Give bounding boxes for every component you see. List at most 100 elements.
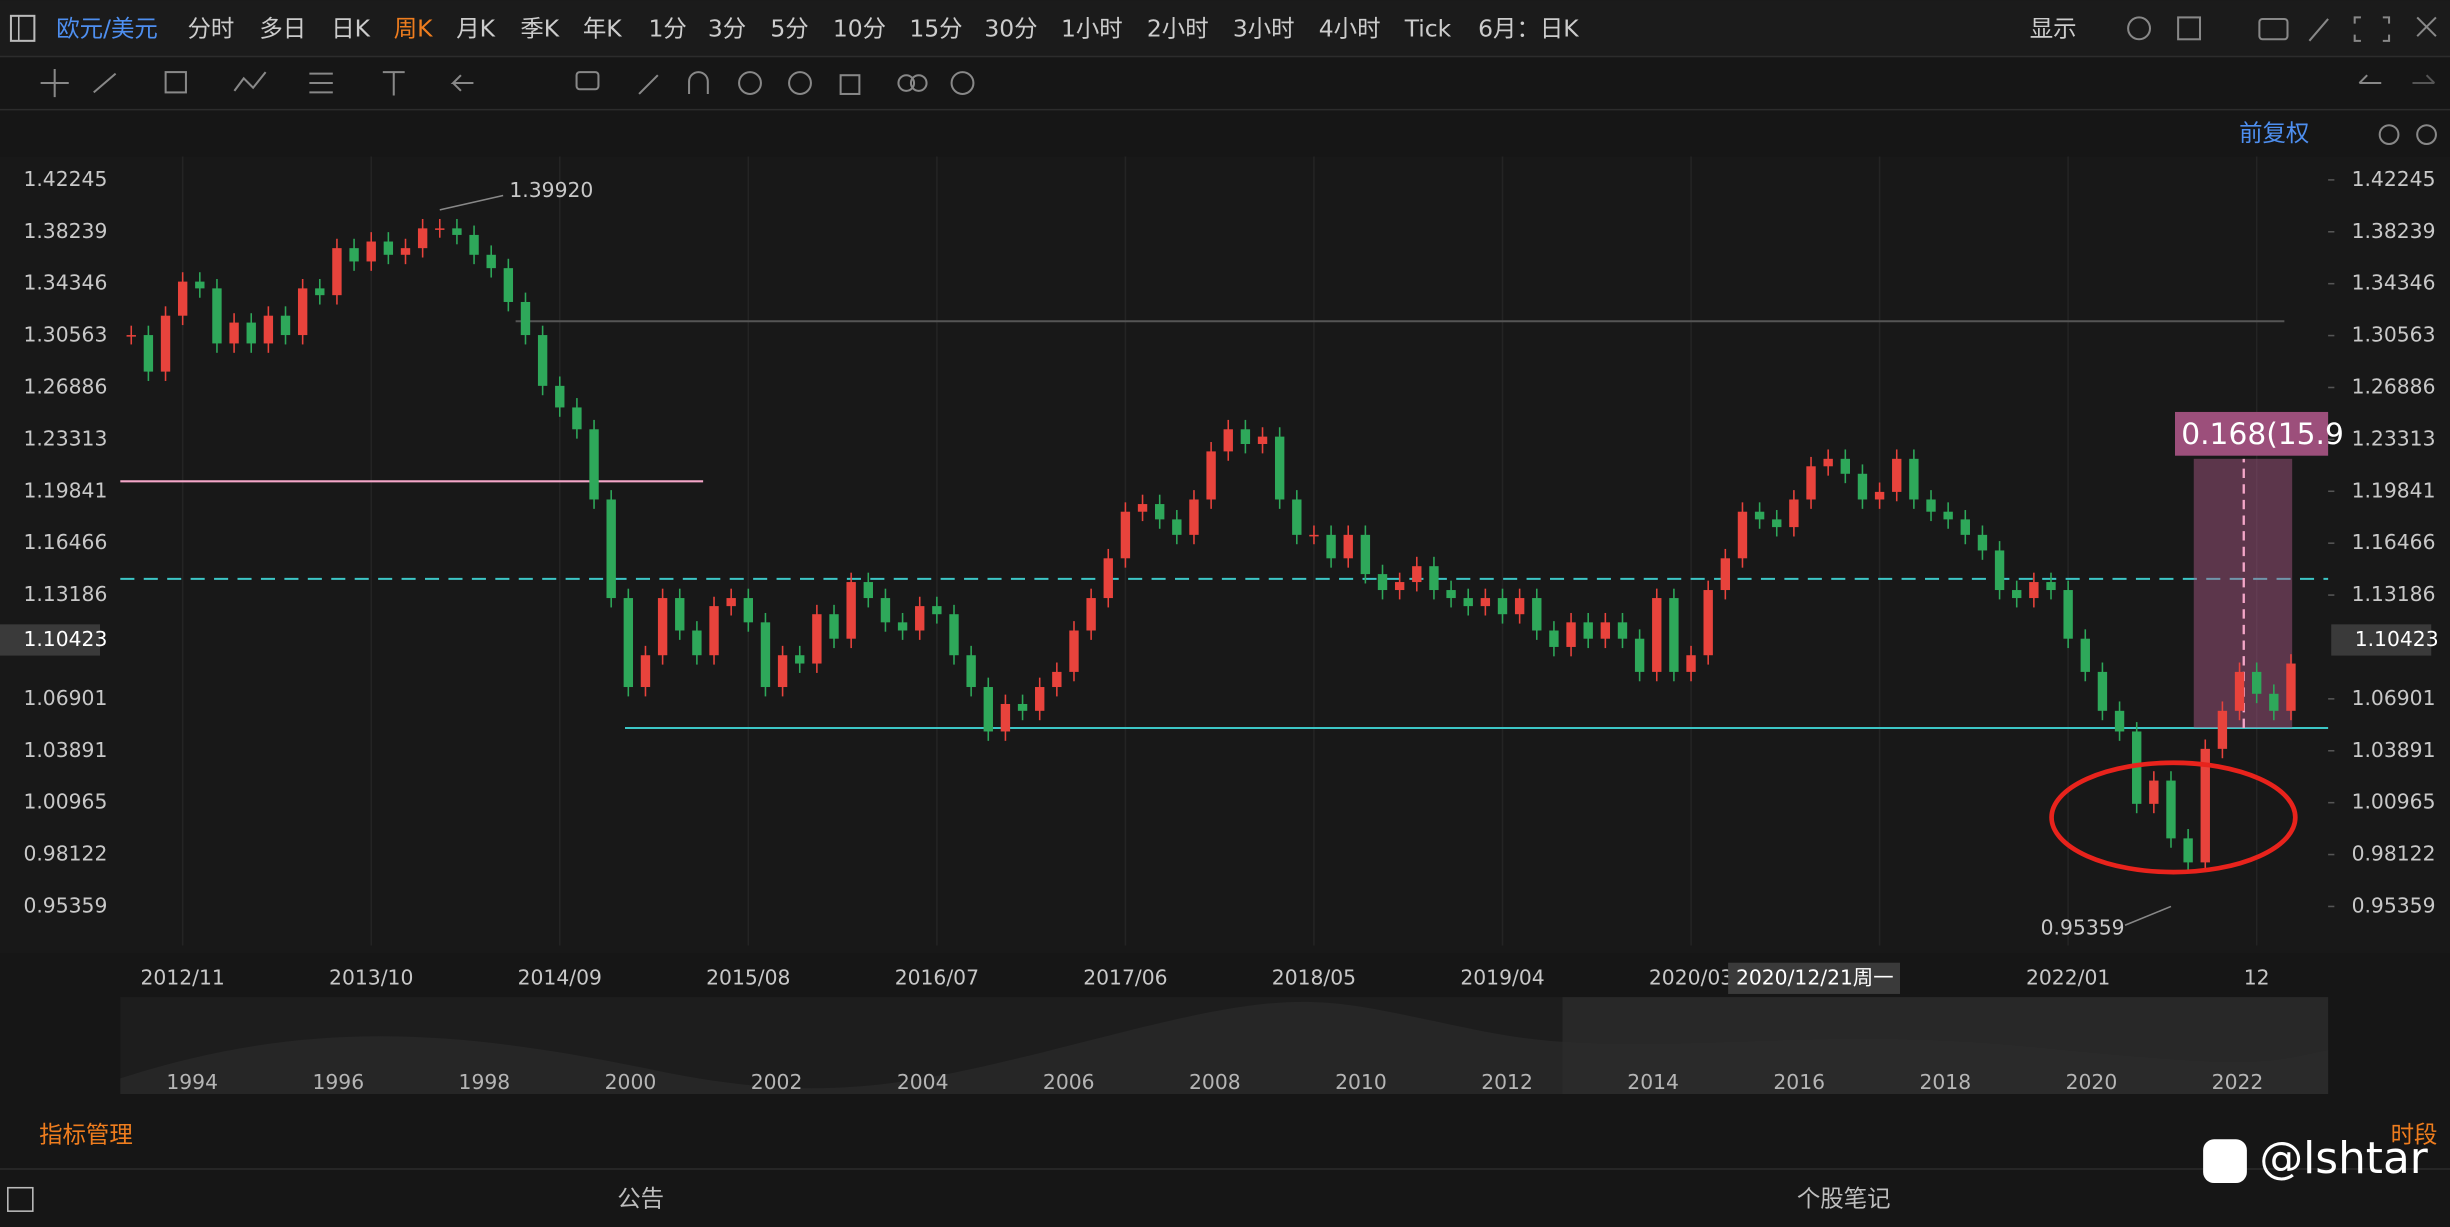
tool-fib[interactable] <box>309 72 333 94</box>
candle <box>126 335 136 337</box>
candle <box>1103 558 1113 599</box>
candle <box>2029 582 2039 599</box>
y-tick-label: 1.13186 <box>23 582 107 606</box>
tool-compare-2 <box>909 74 928 92</box>
sidebar-toggle[interactable] <box>9 14 36 42</box>
candle <box>1172 519 1182 535</box>
adjust-mode[interactable]: 前复权 <box>2239 119 2309 147</box>
candle <box>2080 638 2090 672</box>
candle <box>983 687 993 732</box>
indicator-manager[interactable]: 指标管理 <box>39 1121 133 1149</box>
candle <box>1634 638 1645 672</box>
candle <box>709 606 719 656</box>
layout[interactable] <box>2177 16 2202 41</box>
tool-move[interactable] <box>40 68 69 98</box>
fullscreen[interactable] <box>2353 16 2391 42</box>
settings[interactable] <box>2127 16 2152 41</box>
tool-settings[interactable] <box>950 71 975 95</box>
candle <box>1274 436 1285 500</box>
candle <box>657 598 668 656</box>
candle <box>2234 671 2245 711</box>
tool-compare[interactable] <box>897 74 916 92</box>
tool-magnet[interactable] <box>688 71 709 94</box>
period-tab[interactable]: 多日 <box>259 14 306 42</box>
session[interactable]: 时段 <box>2391 1121 2438 1149</box>
tab-notes[interactable]: 个股笔记 <box>1797 1185 1891 1213</box>
period-tab[interactable]: 季K <box>520 14 559 42</box>
watermark: @lshtar <box>2259 1133 2427 1184</box>
candle <box>212 288 222 344</box>
candle <box>1292 499 1302 535</box>
candle <box>503 268 514 302</box>
tool-rect[interactable] <box>164 71 187 94</box>
candle <box>606 499 616 599</box>
period-tab[interactable]: 30分 <box>984 14 1037 42</box>
tool-arrow[interactable] <box>450 74 474 92</box>
display-menu[interactable]: 显示 <box>2030 14 2077 42</box>
period-tab[interactable]: 2小时 <box>1147 14 1209 42</box>
candle <box>417 228 428 249</box>
panel-toggle[interactable] <box>7 1186 34 1212</box>
candle <box>160 315 171 372</box>
period-tab[interactable]: 6月：日K <box>1478 14 1579 42</box>
zoom-out[interactable] <box>2378 124 2400 145</box>
period-tab[interactable]: 10分 <box>833 14 886 42</box>
period-tab[interactable]: 15分 <box>909 14 962 42</box>
navigator-year: 2004 <box>897 1070 949 1094</box>
candle <box>1857 473 1868 500</box>
period-tab[interactable]: 5分 <box>770 14 808 42</box>
last-price-tag <box>0 624 100 656</box>
y-tick-label: 1.42245 <box>23 167 107 191</box>
period-tab[interactable]: 4小时 <box>1319 14 1381 42</box>
tool-polyline[interactable] <box>233 71 267 92</box>
period-tab[interactable]: 日K <box>331 14 370 42</box>
period-tab[interactable]: 年K <box>583 14 622 42</box>
period-tab[interactable]: 周K <box>394 14 433 42</box>
candle <box>846 582 856 639</box>
period-tab[interactable]: 3分 <box>708 14 746 42</box>
x-tick-label: 2022/01 <box>2026 965 2110 989</box>
candle <box>1977 534 1988 551</box>
period-tab[interactable]: 分时 <box>188 14 235 42</box>
period-tab[interactable]: 3小时 <box>1233 14 1295 42</box>
candle <box>1652 598 1662 672</box>
candle <box>1909 458 1919 500</box>
tab-notice[interactable]: 公告 <box>617 1185 664 1213</box>
candle <box>1446 590 1456 599</box>
redo[interactable] <box>2412 74 2436 85</box>
candle <box>2063 590 2073 639</box>
zoom-in[interactable] <box>2416 124 2437 145</box>
screenshot[interactable] <box>2258 17 2289 41</box>
y-tick-label-right: 1.16466 <box>2352 530 2436 554</box>
candle <box>1052 671 1062 688</box>
y-tick-label: 0.98122 <box>23 842 107 866</box>
high-label: 1.39920 <box>509 178 593 202</box>
candle <box>1429 566 1439 591</box>
period-tab[interactable]: 月K <box>456 14 495 42</box>
tool-note[interactable] <box>575 71 600 91</box>
period-tab[interactable]: Tick <box>1404 14 1452 42</box>
navigator-window[interactable] <box>1562 997 2329 1094</box>
tool-delete[interactable] <box>839 74 861 95</box>
tool-hide[interactable] <box>788 71 812 95</box>
x-tick-label: 2016/07 <box>895 965 979 989</box>
candle <box>726 598 736 607</box>
close[interactable] <box>2416 16 2437 37</box>
tool-line[interactable] <box>93 72 117 94</box>
candle <box>486 254 496 269</box>
candle <box>1686 655 1696 672</box>
candle <box>572 407 582 430</box>
candle <box>1086 598 1096 631</box>
tool-pen[interactable] <box>638 74 659 95</box>
y-tick-label-right: 1.03891 <box>2352 738 2436 762</box>
symbol[interactable]: 欧元/美元 <box>56 14 158 42</box>
period-tab[interactable]: 1分 <box>648 14 686 42</box>
plot-area <box>0 156 2450 954</box>
draw[interactable] <box>2308 18 2329 42</box>
tool-lock[interactable] <box>738 71 762 95</box>
navigator-year: 2002 <box>751 1070 803 1094</box>
navigator-year: 1994 <box>166 1070 218 1094</box>
undo[interactable] <box>2358 74 2382 85</box>
period-tab[interactable]: 1小时 <box>1061 14 1123 42</box>
tool-measure[interactable] <box>382 71 405 96</box>
